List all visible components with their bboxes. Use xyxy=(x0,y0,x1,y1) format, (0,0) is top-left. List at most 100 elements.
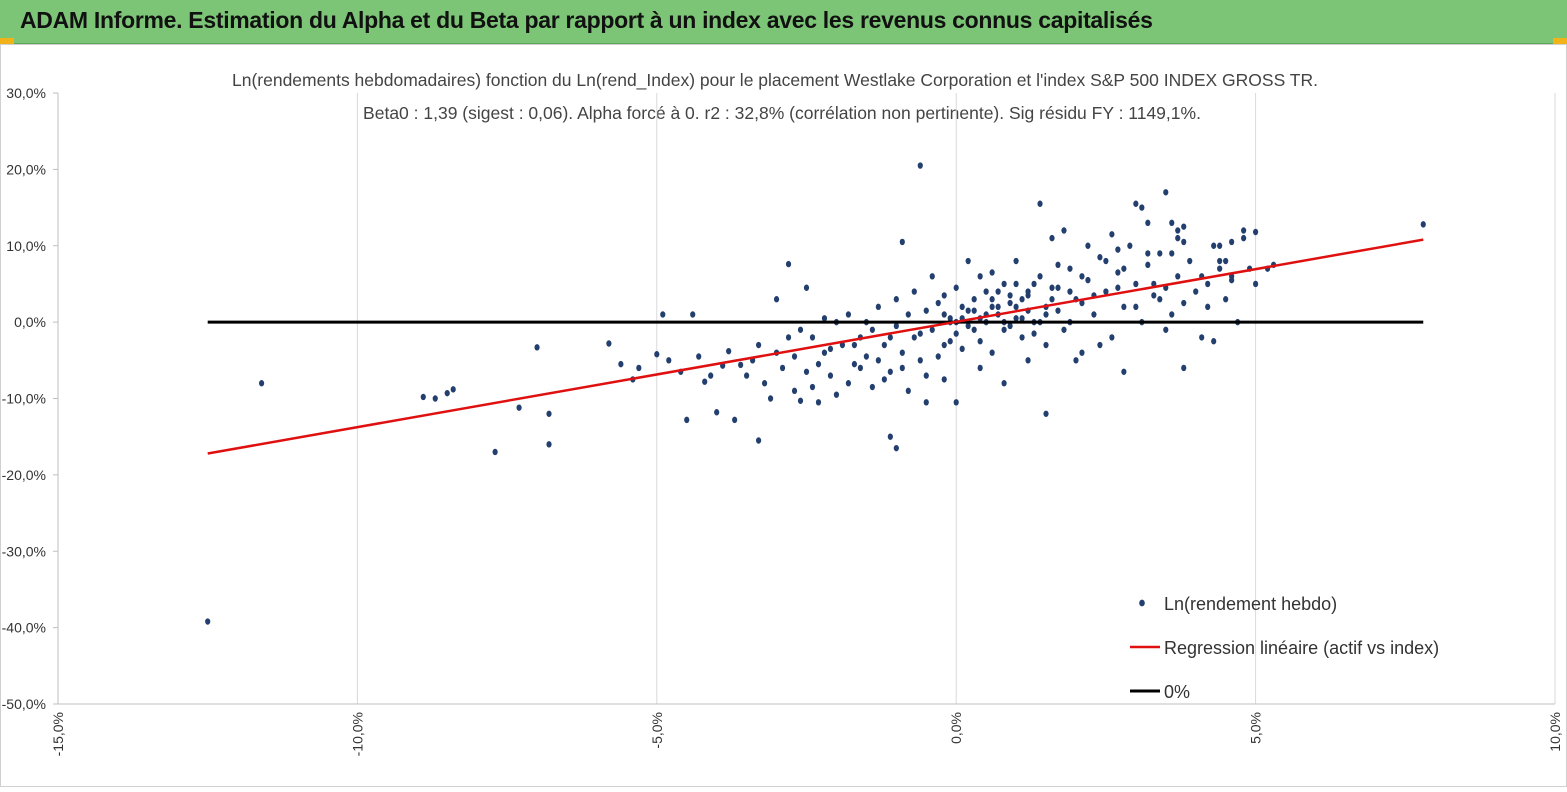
scatter-point xyxy=(1139,204,1145,211)
scatter-point xyxy=(1181,238,1187,246)
scatter-point xyxy=(618,360,624,368)
scatter-point xyxy=(911,288,917,295)
y-tick-label: -50,0% xyxy=(2,696,46,712)
scatter-point xyxy=(1121,303,1127,311)
scatter-point xyxy=(857,364,863,372)
scatter-point xyxy=(851,360,858,368)
scatter-point xyxy=(450,386,456,393)
scatter-point xyxy=(1181,299,1187,307)
scatter-point xyxy=(869,326,875,333)
scatter-point xyxy=(1049,296,1055,303)
scatter-point xyxy=(989,269,995,276)
legend: Ln(rendement hebdo) Regression linéaire (… xyxy=(1130,594,1439,702)
scatter-point xyxy=(803,368,810,375)
scatter-point xyxy=(1007,322,1013,330)
scatter-point xyxy=(1067,288,1073,295)
scatter-point xyxy=(827,345,834,353)
scatter-point xyxy=(941,311,947,318)
scatter-point xyxy=(534,344,540,351)
scatter-point xyxy=(881,341,887,349)
scatter-point xyxy=(1007,292,1013,299)
scatter-point xyxy=(444,389,450,397)
scatter-point xyxy=(1211,242,1217,249)
scatter-point xyxy=(1043,311,1049,318)
scatter-point xyxy=(1109,231,1115,238)
scatter-point xyxy=(815,399,822,406)
scatter-point xyxy=(492,448,498,456)
scatter-point xyxy=(1223,257,1229,265)
scatter-point xyxy=(1157,250,1163,257)
scatter-point xyxy=(702,378,708,385)
scatter-point xyxy=(1121,368,1127,375)
scatter-point xyxy=(1061,326,1067,333)
scatter-point xyxy=(947,338,953,345)
scatter-point xyxy=(546,410,552,417)
scatter-point xyxy=(1013,303,1019,311)
scatter-point xyxy=(797,326,804,333)
scatter-point xyxy=(1229,238,1235,246)
scatter-point xyxy=(1103,288,1109,295)
scatter-point xyxy=(923,307,929,314)
series-lines xyxy=(207,238,1424,455)
scatter-point xyxy=(1253,280,1259,288)
scatter-point xyxy=(845,311,852,318)
scatter-point xyxy=(905,311,911,318)
scatter-point xyxy=(1085,276,1091,284)
scatter-point xyxy=(1175,273,1181,280)
scatter-point xyxy=(1079,299,1085,307)
scatter-point xyxy=(1073,357,1079,364)
scatter-point xyxy=(941,292,947,299)
scatter-point xyxy=(1025,357,1031,364)
scatter-point xyxy=(1097,341,1103,349)
scatter-point xyxy=(1169,250,1175,257)
scatter-point xyxy=(803,284,810,291)
scatter-point xyxy=(1055,284,1061,291)
scatter-point xyxy=(1019,334,1025,341)
x-tick-label: -10,0% xyxy=(349,712,365,756)
scatter-point xyxy=(923,372,929,379)
scatter-point xyxy=(953,330,959,337)
scatter-point xyxy=(893,296,899,303)
scatter-point xyxy=(779,364,786,372)
scatter-point xyxy=(1079,273,1085,280)
scatter-point xyxy=(797,397,804,404)
scatter-point xyxy=(1055,261,1061,269)
chart-title: Ln(rendements hebdomadaires) fonction du… xyxy=(232,70,1318,91)
scatter-point xyxy=(205,618,211,625)
scatter-point xyxy=(773,296,780,303)
scatter-point xyxy=(899,364,905,372)
scatter-point xyxy=(845,380,852,387)
scatter-point xyxy=(1085,242,1091,249)
chart-area: Ln(rendements hebdomadaires) fonction du… xyxy=(0,44,1567,787)
scatter-point xyxy=(995,288,1001,295)
scatter-point xyxy=(785,334,792,341)
scatter-point xyxy=(761,380,768,387)
scatter-point xyxy=(1151,292,1157,299)
scatter-point xyxy=(1420,221,1426,228)
scatter-point xyxy=(941,376,947,383)
scatter-point xyxy=(420,393,426,401)
scatter-point xyxy=(929,326,935,333)
scatter-point xyxy=(1241,234,1247,242)
scatter-point xyxy=(767,395,774,402)
scatter-point xyxy=(1145,261,1151,269)
scatter-point xyxy=(887,433,893,440)
scatter-point xyxy=(935,353,941,360)
scatter-point xyxy=(989,349,995,356)
scatter-point xyxy=(833,391,840,398)
scatter-point xyxy=(1043,341,1049,349)
scatter-point xyxy=(1079,349,1085,356)
scatter-point xyxy=(1217,257,1223,265)
scatter-point xyxy=(881,376,887,383)
legend-label: 0% xyxy=(1164,682,1190,702)
scatter-point xyxy=(911,334,917,341)
scatter-point xyxy=(971,296,977,303)
scatter-point xyxy=(1151,280,1157,288)
scatter-point xyxy=(959,345,965,353)
scatter-point xyxy=(887,368,893,375)
legend-marker-points xyxy=(1139,599,1145,607)
scatter-point xyxy=(1217,242,1223,249)
scatter-point xyxy=(1205,303,1211,311)
scatter-point xyxy=(809,334,816,341)
scatter-point xyxy=(1175,234,1181,242)
